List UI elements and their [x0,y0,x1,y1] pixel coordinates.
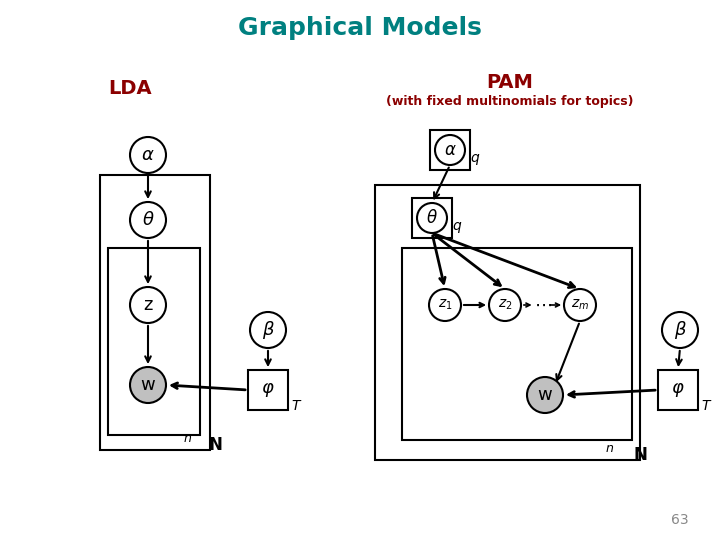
Circle shape [417,203,447,233]
Text: n: n [184,431,192,444]
Text: $\alpha$: $\alpha$ [141,146,155,164]
Text: Graphical Models: Graphical Models [238,16,482,40]
Text: $\theta$: $\theta$ [142,211,154,229]
Circle shape [527,377,563,413]
Bar [375,185,640,460]
Bar [430,130,470,170]
Text: (with fixed multinomials for topics): (with fixed multinomials for topics) [386,96,634,109]
Circle shape [564,289,596,321]
Text: $\theta$: $\theta$ [426,209,438,227]
Text: PAM: PAM [487,73,534,92]
Text: $\varphi$: $\varphi$ [671,381,685,399]
Text: T: T [292,399,300,413]
Text: N: N [208,436,222,454]
Text: n: n [606,442,614,455]
Text: $\cdots$: $\cdots$ [534,296,552,314]
Circle shape [429,289,461,321]
Bar [100,175,210,450]
Circle shape [489,289,521,321]
Circle shape [250,312,286,348]
Text: $z_2$: $z_2$ [498,298,512,312]
Bar [658,370,698,410]
Bar [108,248,200,435]
Circle shape [130,287,166,323]
Text: $\alpha$: $\alpha$ [444,141,456,159]
Text: T: T [702,399,710,413]
Circle shape [130,202,166,238]
Text: w: w [538,386,552,404]
Circle shape [130,367,166,403]
Text: w: w [140,376,156,394]
Circle shape [662,312,698,348]
Text: $\varphi$: $\varphi$ [261,381,275,399]
Text: $\beta$: $\beta$ [261,319,274,341]
Text: q: q [471,151,480,165]
Text: q: q [453,219,462,233]
Text: LDA: LDA [108,78,152,98]
Text: $\beta$: $\beta$ [673,319,686,341]
Circle shape [130,137,166,173]
Text: $z_1$: $z_1$ [438,298,452,312]
Text: N: N [633,446,647,464]
Circle shape [435,135,465,165]
Text: 63: 63 [671,513,689,527]
Bar [402,248,632,440]
Bar [412,198,452,238]
Text: $z_m$: $z_m$ [571,298,589,312]
Bar [248,370,288,410]
Text: z: z [143,296,153,314]
